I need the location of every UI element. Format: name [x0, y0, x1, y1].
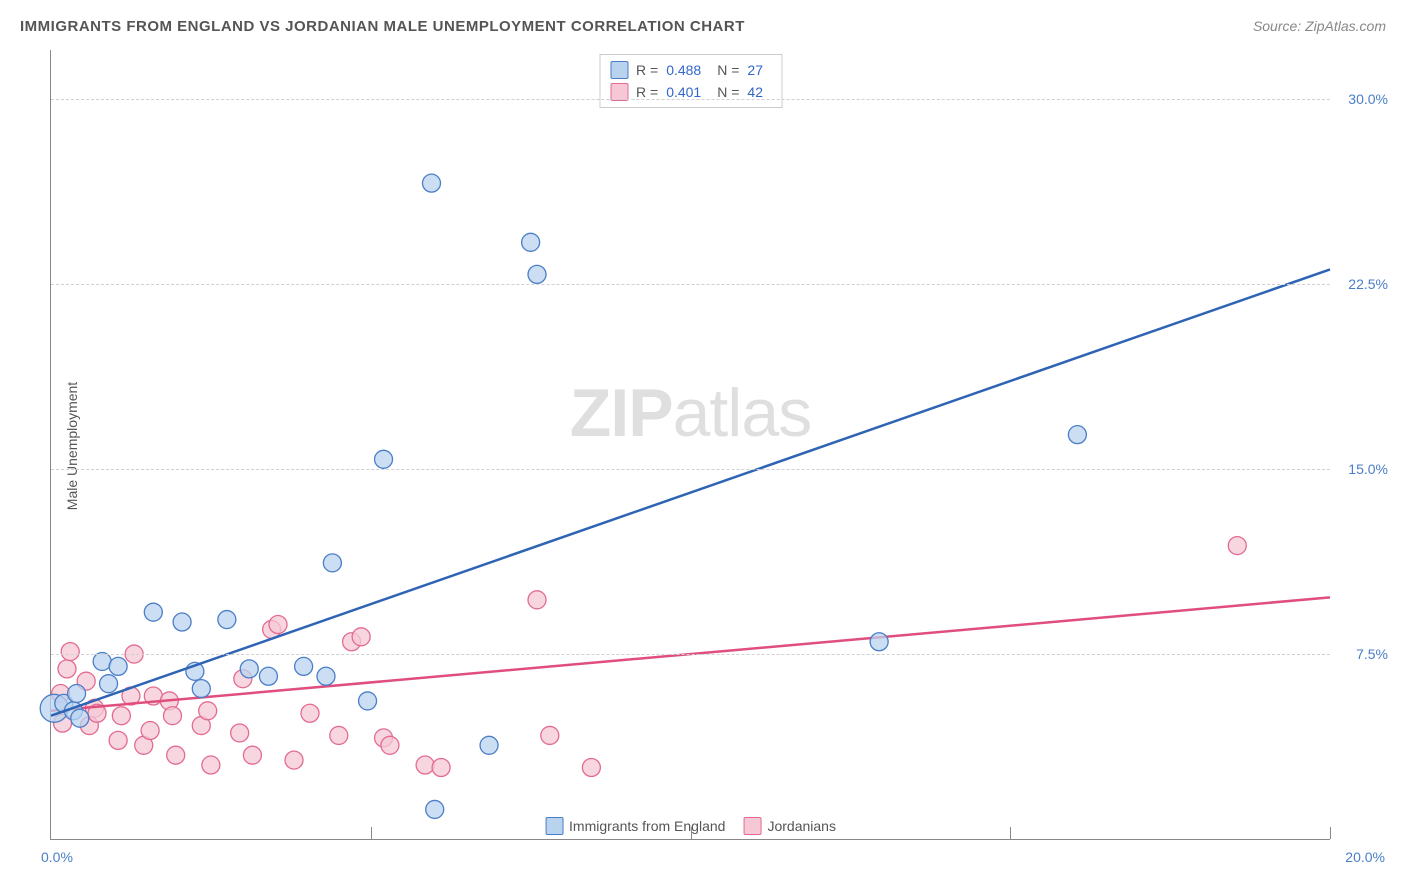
pink-point	[285, 751, 303, 769]
xtick-mark	[1330, 827, 1331, 839]
blue-point	[71, 709, 89, 727]
blue-point	[93, 652, 111, 670]
blue-regression-line	[51, 269, 1330, 715]
blue-point	[426, 800, 444, 818]
legend-item-blue: Immigrants from England	[545, 817, 725, 835]
blue-point	[480, 736, 498, 754]
ytick-label: 7.5%	[1356, 646, 1388, 662]
pink-point	[432, 758, 450, 776]
chart-title: IMMIGRANTS FROM ENGLAND VS JORDANIAN MAL…	[20, 18, 745, 35]
swatch-pink-icon	[743, 817, 761, 835]
swatch-blue-icon	[545, 817, 563, 835]
pink-point	[301, 704, 319, 722]
pink-point	[202, 756, 220, 774]
pink-point	[231, 724, 249, 742]
pink-point	[167, 746, 185, 764]
gridline-h	[51, 284, 1330, 285]
xtick-mark	[371, 827, 372, 839]
xtick-0: 0.0%	[41, 849, 73, 865]
pink-point	[61, 643, 79, 661]
blue-point	[317, 667, 335, 685]
blue-point	[218, 611, 236, 629]
pink-point	[352, 628, 370, 646]
plot-area: ZIPatlas R = 0.488 N = 27 R = 0.401 N = …	[50, 50, 1330, 840]
pink-point	[528, 591, 546, 609]
ytick-label: 22.5%	[1348, 276, 1388, 292]
xtick-max: 20.0%	[1345, 849, 1385, 865]
blue-point	[259, 667, 277, 685]
blue-point	[375, 450, 393, 468]
blue-point	[173, 613, 191, 631]
blue-point	[323, 554, 341, 572]
blue-point	[522, 233, 540, 251]
gridline-h	[51, 654, 1330, 655]
pink-point	[541, 726, 559, 744]
blue-point	[109, 657, 127, 675]
gridline-h	[51, 469, 1330, 470]
blue-point	[870, 633, 888, 651]
xtick-mark	[1010, 827, 1011, 839]
pink-point	[109, 731, 127, 749]
blue-point	[144, 603, 162, 621]
blue-point	[240, 660, 258, 678]
pink-point	[416, 756, 434, 774]
gridline-h	[51, 99, 1330, 100]
blue-point	[528, 265, 546, 283]
pink-point	[330, 726, 348, 744]
pink-point	[1228, 537, 1246, 555]
blue-point	[423, 174, 441, 192]
pink-point	[243, 746, 261, 764]
pink-point	[164, 707, 182, 725]
legend-label-blue: Immigrants from England	[569, 818, 725, 834]
blue-point	[359, 692, 377, 710]
legend-item-pink: Jordanians	[743, 817, 836, 835]
pink-point	[199, 702, 217, 720]
ytick-label: 30.0%	[1348, 91, 1388, 107]
blue-point	[1068, 426, 1086, 444]
source-attribution: Source: ZipAtlas.com	[1253, 18, 1386, 34]
xtick-mark	[691, 827, 692, 839]
legend-label-pink: Jordanians	[767, 818, 836, 834]
pink-point	[112, 707, 130, 725]
pink-point	[269, 615, 287, 633]
pink-point	[58, 660, 76, 678]
pink-point	[381, 736, 399, 754]
scatter-svg	[51, 50, 1330, 839]
blue-point	[68, 685, 86, 703]
pink-point	[141, 722, 159, 740]
pink-point	[582, 758, 600, 776]
ytick-label: 15.0%	[1348, 461, 1388, 477]
blue-point	[192, 680, 210, 698]
blue-point	[295, 657, 313, 675]
blue-point	[100, 675, 118, 693]
